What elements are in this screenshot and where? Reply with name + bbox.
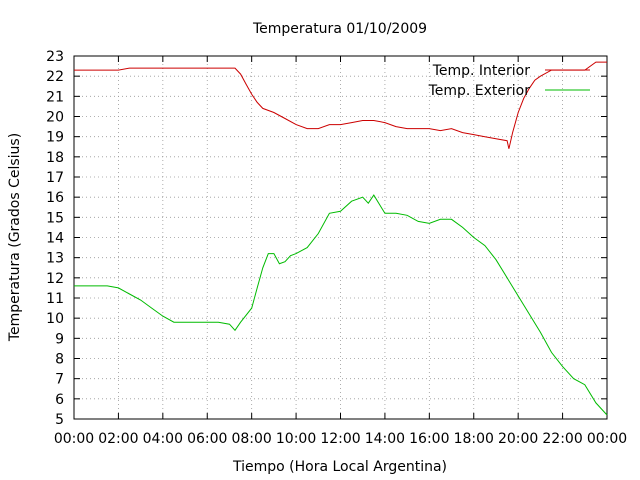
x-tick-label: 00:00 [54, 431, 94, 447]
y-tick-label: 9 [55, 331, 64, 347]
y-tick-label: 18 [46, 150, 64, 166]
y-tick-label: 16 [46, 190, 64, 206]
y-tick-label: 20 [46, 110, 64, 126]
y-tick-label: 17 [46, 170, 64, 186]
x-tick-label: 10:00 [276, 431, 316, 447]
y-tick-label: 23 [46, 49, 64, 65]
y-tick-label: 7 [55, 372, 64, 388]
x-tick-label: 08:00 [231, 431, 271, 447]
y-tick-label: 11 [46, 291, 64, 307]
grid-lines [74, 56, 607, 419]
x-tick-label: 02:00 [98, 431, 138, 447]
y-tick-label: 21 [46, 89, 64, 105]
chart-title: Temperatura 01/10/2009 [252, 21, 427, 37]
y-tick-label: 14 [46, 231, 64, 247]
x-tick-label: 00:00 [587, 431, 627, 447]
x-tick-label: 16:00 [409, 431, 449, 447]
y-tick-label: 5 [55, 412, 64, 428]
series-line-2 [74, 194, 608, 416]
series-line-1 [74, 61, 607, 149]
y-tick-label: 12 [46, 271, 64, 287]
x-tick-label: 20:00 [498, 431, 538, 447]
x-tick-label: 22:00 [542, 431, 582, 447]
x-tick-label: 06:00 [187, 431, 227, 447]
data-lines [74, 61, 608, 416]
axis-ticks: 00:00 02:00 04:00 06:00 08:00 10:00 12:00 14:00… [46, 49, 627, 447]
y-tick-label: 22 [46, 69, 64, 85]
x-tick-label: 14:00 [365, 431, 405, 447]
x-tick-label: 18:00 [454, 431, 494, 447]
y-tick-label: 8 [55, 352, 64, 368]
x-tick-label: 04:00 [143, 431, 183, 447]
y-tick-label: 13 [46, 251, 64, 267]
y-tick-label: 10 [46, 311, 64, 327]
y-tick-label: 19 [46, 130, 64, 146]
y-tick-label: 15 [46, 210, 64, 226]
x-tick-label: 12:00 [320, 431, 360, 447]
x-axis-label: Tiempo (Hora Local Argentina) [232, 459, 447, 475]
legend: Temp. Interior Temp. Exterior [428, 63, 590, 99]
y-tick-label: 6 [55, 392, 64, 408]
legend-label-2: Temp. Exterior [428, 83, 531, 99]
y-axis-label: Temperatura (Grados Celsius) [7, 133, 23, 342]
legend-label-1: Temp. Interior [432, 63, 531, 79]
